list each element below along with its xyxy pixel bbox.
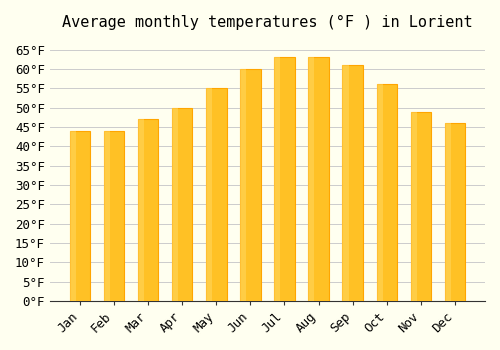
Bar xyxy=(342,65,363,301)
Bar xyxy=(70,131,90,301)
Bar xyxy=(70,131,76,301)
Bar xyxy=(342,65,348,301)
Bar xyxy=(308,57,314,301)
Bar xyxy=(376,84,397,301)
Bar xyxy=(104,131,110,301)
Bar xyxy=(445,123,451,301)
Bar xyxy=(308,57,329,301)
Bar xyxy=(410,112,431,301)
Bar xyxy=(445,123,465,301)
Bar xyxy=(206,88,227,301)
Bar xyxy=(206,88,212,301)
Bar xyxy=(240,69,246,301)
Bar xyxy=(274,57,294,301)
Bar xyxy=(138,119,144,301)
Bar xyxy=(138,119,158,301)
Bar xyxy=(172,108,178,301)
Bar xyxy=(410,112,417,301)
Bar xyxy=(104,131,124,301)
Bar xyxy=(240,69,260,301)
Bar xyxy=(172,108,193,301)
Bar xyxy=(274,57,280,301)
Title: Average monthly temperatures (°F ) in Lorient: Average monthly temperatures (°F ) in Lo… xyxy=(62,15,472,30)
Bar xyxy=(376,84,382,301)
